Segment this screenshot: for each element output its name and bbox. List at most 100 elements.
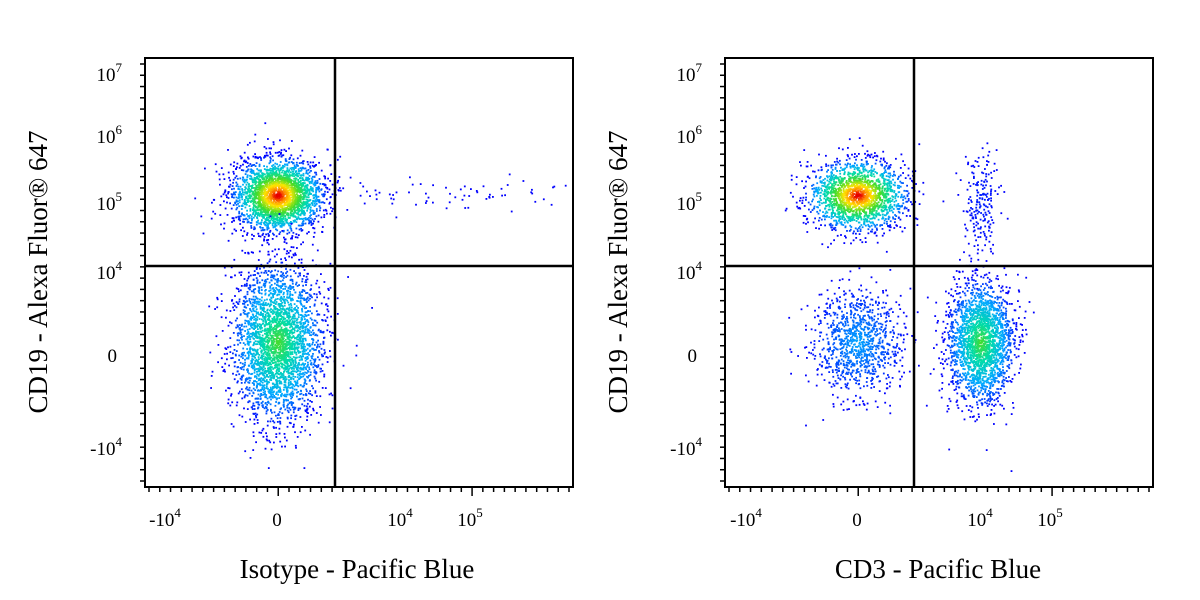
event-dot — [244, 310, 246, 313]
event-dot — [269, 285, 272, 288]
event-dot — [291, 316, 294, 318]
event-dot — [239, 328, 242, 331]
event-dot — [235, 374, 238, 376]
event-dot — [306, 402, 309, 405]
event-dot — [252, 412, 255, 415]
event-dot — [324, 184, 327, 186]
event-dot — [253, 192, 256, 195]
event-dot — [268, 220, 271, 223]
event-dot — [263, 359, 266, 361]
event-dot — [271, 222, 274, 225]
event-dot — [285, 171, 288, 173]
event-dot — [286, 250, 289, 252]
event-dot — [273, 311, 276, 314]
event-dot — [233, 258, 236, 261]
event-dot — [227, 192, 229, 195]
event-dot — [299, 431, 302, 434]
event-dot — [277, 221, 279, 224]
event-dot — [293, 164, 296, 167]
event-dot — [254, 188, 257, 191]
event-dot — [305, 388, 308, 391]
event-dot — [239, 215, 242, 218]
event-dot — [323, 375, 326, 378]
event-dot — [280, 318, 283, 320]
event-dot — [225, 194, 228, 197]
event-dot — [280, 343, 283, 345]
event-dot — [298, 197, 301, 200]
event-dot — [291, 235, 294, 237]
event-dot — [269, 332, 271, 335]
event-dot — [293, 184, 296, 187]
event-dot — [255, 305, 257, 308]
event-dot — [249, 171, 252, 173]
event-dot — [277, 191, 280, 194]
event-dot — [254, 200, 257, 203]
event-dot — [248, 275, 250, 278]
event-dot — [301, 340, 304, 343]
event-dot — [292, 201, 295, 204]
event-dot — [306, 204, 309, 207]
event-dot — [267, 346, 270, 349]
event-dot — [246, 221, 249, 224]
event-dot — [261, 354, 263, 357]
event-dot — [285, 219, 288, 222]
event-dot — [323, 373, 326, 376]
event-dot — [235, 354, 237, 357]
event-dot — [276, 183, 278, 186]
event-dot — [291, 194, 294, 196]
event-dot — [238, 298, 241, 301]
event-dot — [232, 178, 235, 181]
event-dot — [312, 183, 315, 186]
event-dot — [281, 154, 284, 157]
event-dot — [271, 168, 273, 170]
event-dot — [304, 318, 306, 320]
event-dot — [325, 186, 327, 189]
event-dot — [267, 353, 269, 356]
event-dot — [251, 197, 254, 200]
event-dot — [294, 254, 297, 256]
event-dot — [279, 307, 282, 310]
event-dot — [275, 301, 278, 303]
event-dot — [307, 376, 309, 379]
event-dot — [289, 408, 292, 411]
event-dot — [243, 303, 246, 305]
event-dot — [277, 373, 280, 375]
event-dot — [288, 309, 291, 312]
event-dot — [275, 175, 278, 177]
event-dot — [264, 370, 267, 373]
event-dot — [281, 298, 284, 300]
event-dot — [318, 205, 321, 208]
event-dot — [231, 232, 234, 235]
event-dot — [329, 180, 332, 182]
event-dot — [233, 172, 235, 175]
event-dot — [339, 155, 342, 158]
event-dot — [260, 368, 262, 370]
event-dot — [248, 183, 250, 185]
event-dot — [261, 192, 263, 195]
event-dot — [242, 299, 245, 302]
event-dot — [278, 213, 281, 215]
event-dot — [287, 252, 290, 254]
event-dot — [210, 217, 213, 220]
event-dot — [281, 310, 283, 313]
event-dot — [214, 212, 217, 215]
event-dot — [289, 302, 292, 305]
event-dot — [194, 197, 197, 200]
event-dot — [258, 364, 261, 367]
event-dot — [283, 395, 286, 398]
event-dot — [229, 321, 231, 324]
event-dot — [260, 223, 262, 226]
event-dot — [327, 310, 330, 313]
event-dot — [258, 286, 260, 289]
event-dot — [328, 421, 331, 424]
event-dot — [300, 363, 303, 366]
event-dot — [256, 351, 259, 354]
event-dot — [291, 167, 293, 169]
event-dot — [312, 409, 315, 412]
event-dot — [255, 213, 258, 215]
event-dot — [272, 294, 274, 296]
event-dot — [285, 357, 287, 359]
event-dot — [232, 217, 235, 220]
event-dot — [297, 316, 300, 318]
event-dot — [223, 266, 226, 269]
